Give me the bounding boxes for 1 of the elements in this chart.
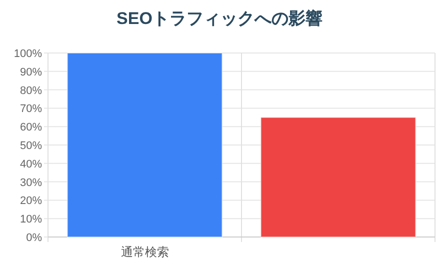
title: SEOトラフィックへの影響: [116, 9, 322, 28]
